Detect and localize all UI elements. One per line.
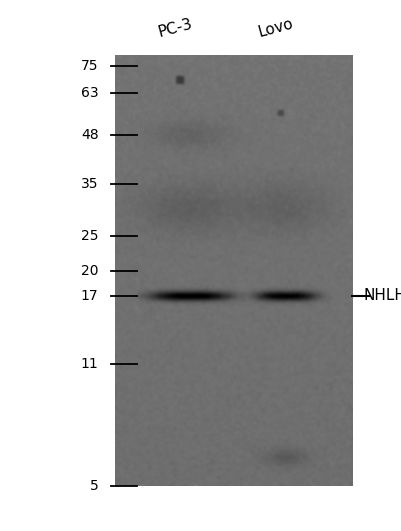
Text: PC-3: PC-3	[156, 16, 193, 40]
Text: 20: 20	[81, 264, 98, 278]
Text: 35: 35	[81, 177, 98, 191]
Text: 48: 48	[81, 128, 98, 142]
Text: 75: 75	[81, 59, 98, 73]
Text: 63: 63	[81, 86, 98, 100]
Text: 25: 25	[81, 229, 98, 243]
Text: 17: 17	[81, 289, 98, 303]
Text: Lovo: Lovo	[255, 16, 294, 40]
Text: 5: 5	[89, 479, 98, 493]
Text: 11: 11	[81, 356, 98, 371]
Text: NHLH2: NHLH2	[363, 288, 401, 304]
